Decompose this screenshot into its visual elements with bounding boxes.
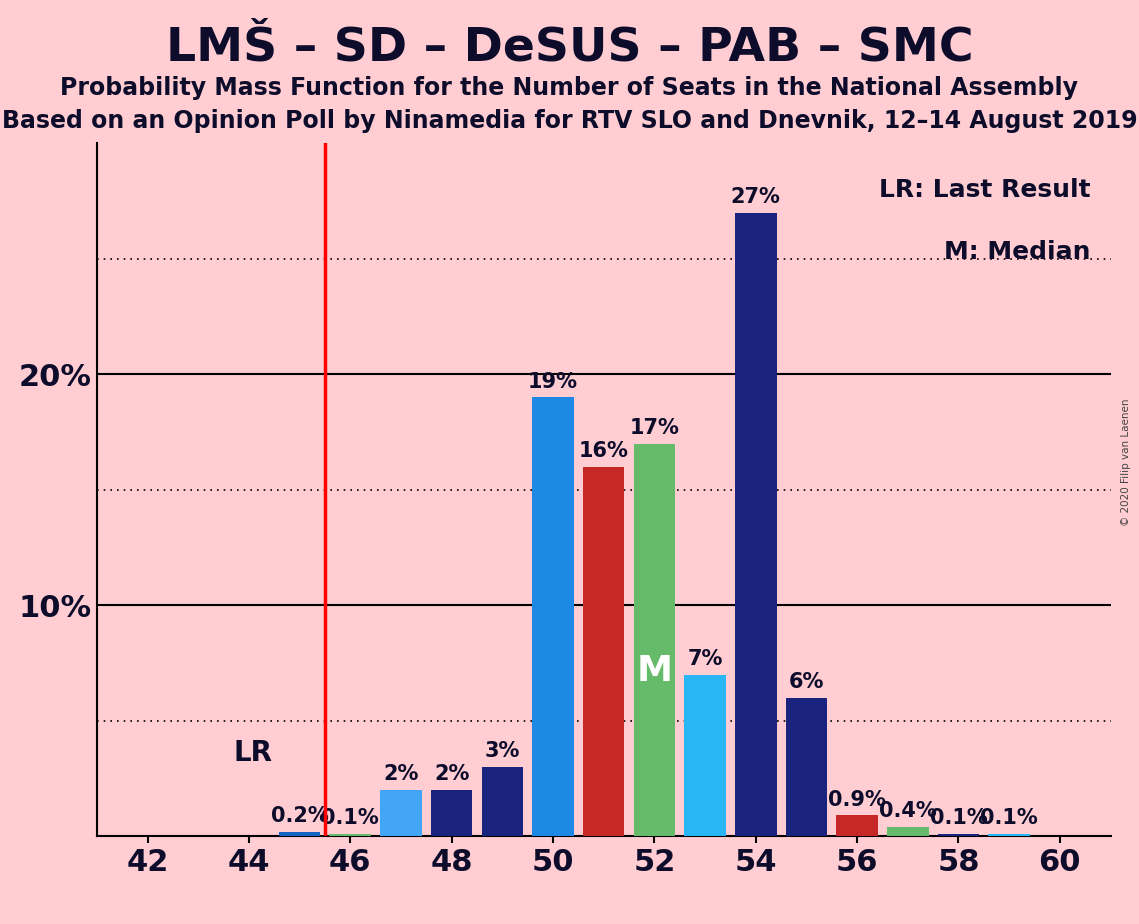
Text: 0.9%: 0.9% <box>828 790 886 809</box>
Text: 6%: 6% <box>788 672 825 692</box>
Text: Probability Mass Function for the Number of Seats in the National Assembly: Probability Mass Function for the Number… <box>60 76 1079 100</box>
Text: 0.4%: 0.4% <box>879 801 936 821</box>
Text: 27%: 27% <box>731 187 780 207</box>
Text: 0.1%: 0.1% <box>929 808 988 828</box>
Text: LR: Last Result: LR: Last Result <box>878 177 1090 201</box>
Text: 0.1%: 0.1% <box>321 808 379 828</box>
Text: Based on an Opinion Poll by Ninamedia for RTV SLO and Dnevnik, 12–14 August 2019: Based on an Opinion Poll by Ninamedia fo… <box>1 109 1138 133</box>
Text: 0.1%: 0.1% <box>981 808 1038 828</box>
Bar <box>836 816 878 836</box>
Bar <box>329 834 371 836</box>
Text: © 2020 Filip van Laenen: © 2020 Filip van Laenen <box>1121 398 1131 526</box>
Bar <box>937 834 980 836</box>
Text: 0.2%: 0.2% <box>271 806 328 826</box>
Bar <box>633 444 675 836</box>
Text: M: Median: M: Median <box>944 240 1090 264</box>
Bar <box>583 467 624 836</box>
Text: LMŠ – SD – DeSUS – PAB – SMC: LMŠ – SD – DeSUS – PAB – SMC <box>165 26 974 71</box>
Bar <box>989 834 1030 836</box>
Text: 16%: 16% <box>579 441 629 461</box>
Bar <box>786 698 827 836</box>
Bar <box>532 397 574 836</box>
Text: 3%: 3% <box>484 741 521 761</box>
Text: 2%: 2% <box>383 764 419 784</box>
Text: 17%: 17% <box>630 418 679 438</box>
Bar <box>887 827 928 836</box>
Text: M: M <box>637 654 672 688</box>
Text: 7%: 7% <box>687 649 723 669</box>
Bar <box>482 767 523 836</box>
Text: LR: LR <box>233 739 272 767</box>
Text: 19%: 19% <box>528 371 577 392</box>
Bar <box>380 790 421 836</box>
Bar <box>279 832 320 836</box>
Bar <box>735 213 777 836</box>
Bar <box>685 675 726 836</box>
Bar <box>431 790 473 836</box>
Text: 2%: 2% <box>434 764 469 784</box>
